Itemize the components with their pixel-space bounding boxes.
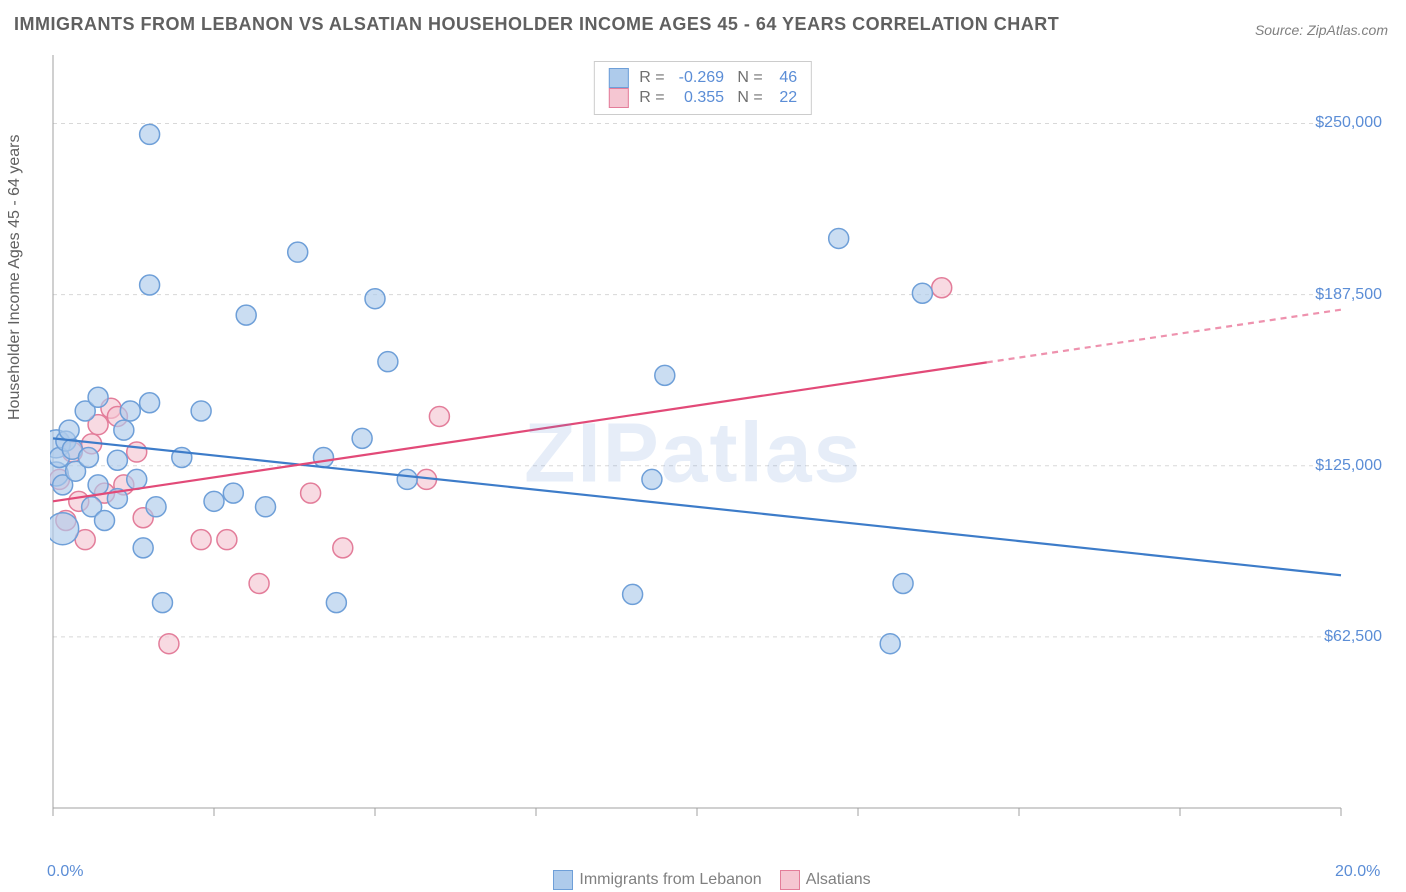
series-legend: Immigrants from Lebanon Alsatians <box>0 870 1406 890</box>
source-label: Source: ZipAtlas.com <box>1255 22 1388 38</box>
y-tick-label: $250,000 <box>1315 114 1382 132</box>
chart-title: IMMIGRANTS FROM LEBANON VS ALSATIAN HOUS… <box>14 14 1059 35</box>
y-tick-label: $187,500 <box>1315 286 1382 304</box>
chart-area: ZIPatlas $62,500$125,000$187,500$250,000… <box>50 55 1390 885</box>
legend-label: Alsatians <box>806 871 871 888</box>
scatter-plot <box>50 55 1390 855</box>
y-axis-label: Householder Income Ages 45 - 64 years <box>6 135 24 421</box>
y-tick-label: $125,000 <box>1315 457 1382 475</box>
correlation-legend: R = -0.269 N = 46 R = 0.355 N = 22 <box>594 61 812 115</box>
y-tick-label: $62,500 <box>1324 628 1382 646</box>
legend-label: Immigrants from Lebanon <box>579 871 761 888</box>
